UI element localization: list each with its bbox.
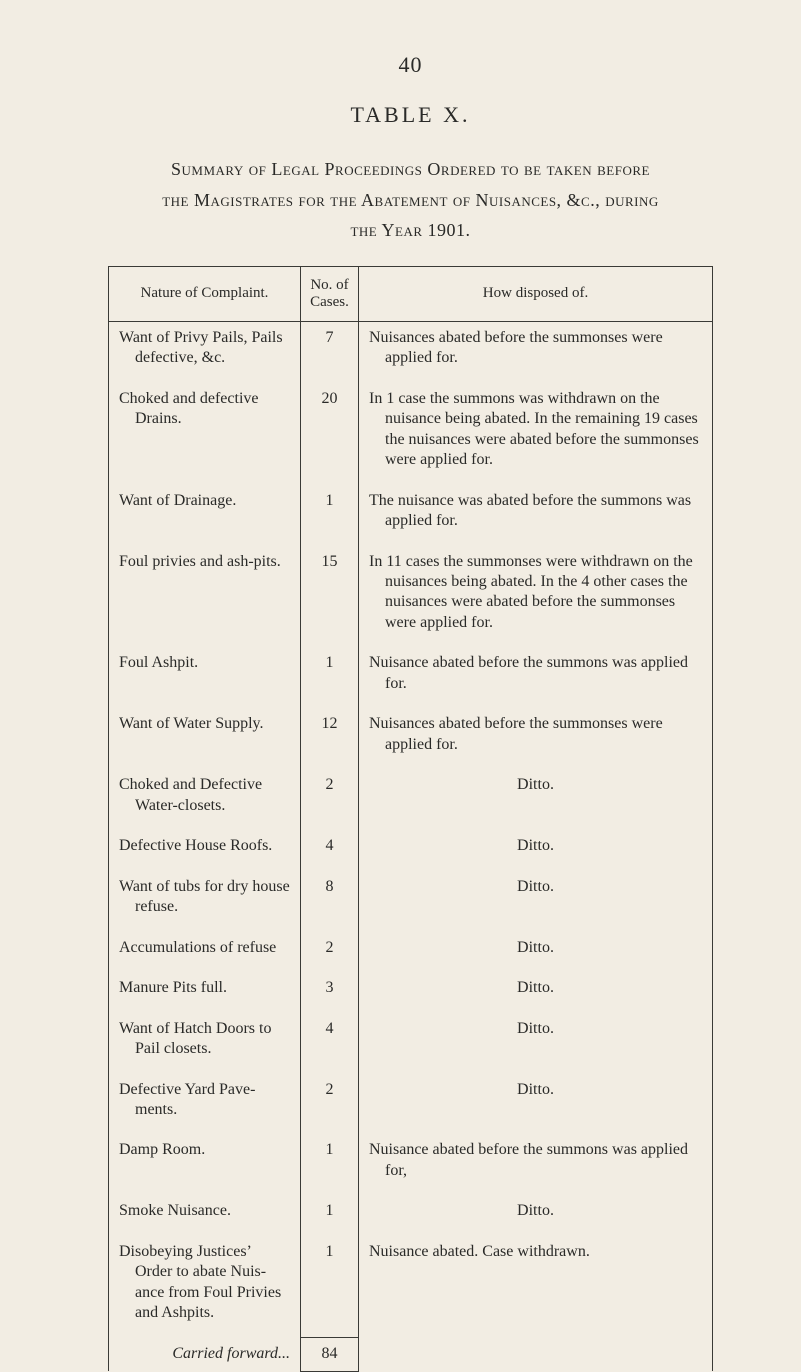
cell-cases: 2 — [301, 769, 359, 830]
cell-nature: Manure Pits full. — [109, 972, 301, 1012]
cell-cases: 7 — [301, 321, 359, 382]
cell-nature: Foul privies and ash-pits. — [109, 546, 301, 648]
cell-cases: 2 — [301, 1074, 359, 1135]
cell-disposed: In 11 cases the summonses were with­draw… — [359, 546, 713, 648]
cell-disposed: Ditto. — [359, 1013, 713, 1074]
cell-nature: Want of tubs for dry house refuse. — [109, 871, 301, 932]
cell-cases: 15 — [301, 546, 359, 648]
table-row: Disobeying Justices’ Order to abate Nuis… — [109, 1236, 713, 1338]
cell-cases: 8 — [301, 871, 359, 932]
header-nature: Nature of Complaint. — [109, 266, 301, 321]
cell-disposed: Nuisance abated. Case withdrawn. — [359, 1236, 713, 1338]
cell-disposed: Ditto. — [359, 1074, 713, 1135]
cell-disposed: Nuisances abated before the summonses we… — [359, 321, 713, 382]
table-title: TABLE X. — [108, 102, 713, 128]
cell-disposed: In 1 case the summons was with­drawn on … — [359, 383, 713, 485]
header-disposed: How disposed of. — [359, 266, 713, 321]
cell-disposed: Ditto. — [359, 972, 713, 1012]
cell-nature: Choked and defective Drains. — [109, 383, 301, 485]
summary-line-1: Summary of Legal Proceedings Ordered to … — [171, 159, 650, 179]
cell-nature: Smoke Nuisance. — [109, 1195, 301, 1235]
cell-disposed: Nuisances abated before the summonses we… — [359, 708, 713, 769]
carried-label: Carried forward... — [109, 1338, 301, 1371]
cell-nature: Damp Room. — [109, 1134, 301, 1195]
summary-heading: Summary of Legal Proceedings Ordered to … — [108, 154, 713, 246]
cell-nature: Accumulations of refuse — [109, 932, 301, 972]
table-row: Accumulations of refuse2Ditto. — [109, 932, 713, 972]
table-row: Smoke Nuisance.1Ditto. — [109, 1195, 713, 1235]
cell-nature: Defective Yard Pave­ments. — [109, 1074, 301, 1135]
table-row: Want of tubs for dry house refuse.8Ditto… — [109, 871, 713, 932]
cell-nature: Foul Ashpit. — [109, 647, 301, 708]
table-row: Want of Hatch Doors to Pail closets.4Dit… — [109, 1013, 713, 1074]
cell-cases: 12 — [301, 708, 359, 769]
cell-nature: Want of Drainage. — [109, 485, 301, 546]
cell-disposed: Ditto. — [359, 871, 713, 932]
header-cases: No. of Cases. — [301, 266, 359, 321]
cell-cases: 1 — [301, 1134, 359, 1195]
cell-cases: 1 — [301, 647, 359, 708]
summary-line-3: the Year 1901. — [350, 220, 470, 240]
table-row: Choked and Defective Water-closets.2Ditt… — [109, 769, 713, 830]
table-row: Damp Room.1Nuisance abated before the su… — [109, 1134, 713, 1195]
table-row: Defective House Roofs.4Ditto. — [109, 830, 713, 870]
cell-disposed: The nuisance was abated before the summo… — [359, 485, 713, 546]
carried-value: 84 — [301, 1338, 359, 1371]
cell-disposed: Ditto. — [359, 1195, 713, 1235]
cell-disposed: Ditto. — [359, 830, 713, 870]
cell-nature: Want of Water Supply. — [109, 708, 301, 769]
cell-cases: 1 — [301, 1236, 359, 1338]
cell-nature: Want of Hatch Doors to Pail closets. — [109, 1013, 301, 1074]
table-row: Manure Pits full.3Ditto. — [109, 972, 713, 1012]
cell-cases: 1 — [301, 485, 359, 546]
summary-line-2: the Magistrates for the Abatement of Nui… — [162, 190, 659, 210]
table-header-row: Nature of Complaint. No. of Cases. How d… — [109, 266, 713, 321]
cell-nature: Disobeying Justices’ Order to abate Nuis… — [109, 1236, 301, 1338]
cell-disposed: Ditto. — [359, 769, 713, 830]
table-row: Want of Water Supply.12Nuisances abated … — [109, 708, 713, 769]
table-row: Choked and defective Drains.20In 1 case … — [109, 383, 713, 485]
cell-cases: 20 — [301, 383, 359, 485]
cell-nature: Choked and Defective Water-closets. — [109, 769, 301, 830]
cell-cases: 2 — [301, 932, 359, 972]
cell-cases: 4 — [301, 830, 359, 870]
page-number: 40 — [108, 52, 713, 78]
cell-disposed: Ditto. — [359, 932, 713, 972]
table-row: Foul privies and ash-pits.15In 11 cases … — [109, 546, 713, 648]
table-row: Want of Privy Pails, Pails defective, &c… — [109, 321, 713, 382]
table-body: Want of Privy Pails, Pails defective, &c… — [109, 321, 713, 1371]
table-row: Defective Yard Pave­ments.2Ditto. — [109, 1074, 713, 1135]
cell-cases: 4 — [301, 1013, 359, 1074]
cell-cases: 3 — [301, 972, 359, 1012]
table-row: Foul Ashpit.1Nuisance abated before the … — [109, 647, 713, 708]
proceedings-table: Nature of Complaint. No. of Cases. How d… — [108, 266, 713, 1372]
carried-forward-row: Carried forward...84 — [109, 1338, 713, 1371]
cell-cases: 1 — [301, 1195, 359, 1235]
cell-nature: Defective House Roofs. — [109, 830, 301, 870]
cell-disposed: Nuisance abated before the summons was a… — [359, 647, 713, 708]
cell-nature: Want of Privy Pails, Pails defective, &c… — [109, 321, 301, 382]
cell-disposed: Nuisance abated before the summons was a… — [359, 1134, 713, 1195]
table-row: Want of Drainage.1The nuisance was abate… — [109, 485, 713, 546]
document-page: 40 TABLE X. Summary of Legal Proceedings… — [0, 0, 801, 1352]
carried-empty — [359, 1338, 713, 1371]
